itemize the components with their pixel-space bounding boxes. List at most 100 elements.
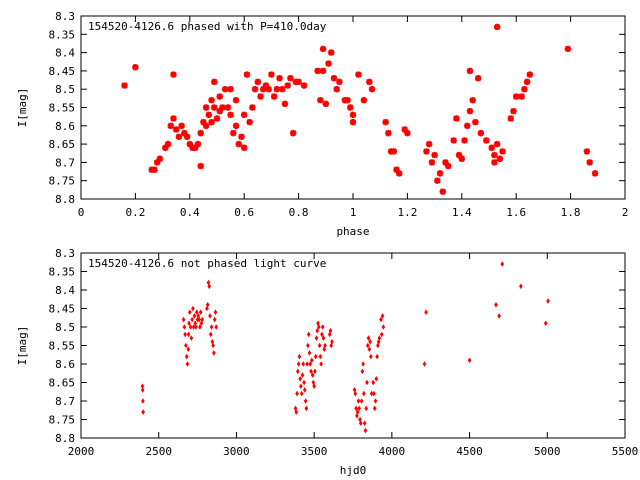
- phased-data-point: [477, 129, 485, 137]
- light-curve-data-point: [190, 316, 194, 323]
- phased-data-point: [491, 151, 498, 159]
- light-curve-x-tick-label: 5500: [612, 445, 639, 458]
- light-curve-data-point: [361, 361, 365, 367]
- phased-data-point: [390, 148, 397, 155]
- phased-data-point: [336, 78, 343, 86]
- phased-chart: 8.3 8.35 8.4 8.45 8.5 8.55 8.6 8.65 8.7 8.75 8.8 0…: [16, 10, 628, 238]
- phased-data-point: [564, 45, 572, 53]
- light-curve-data-point: [358, 420, 363, 426]
- light-curve-data-point: [318, 353, 323, 360]
- phased-data-point: [121, 82, 128, 89]
- light-curve-data-point: [356, 398, 361, 404]
- phased-data-point: [254, 78, 261, 86]
- phased-data-point: [202, 122, 210, 129]
- light-curve-data-point: [365, 379, 369, 386]
- light-curve-data-point: [302, 379, 306, 386]
- phased-data-point: [469, 96, 476, 104]
- phased-y-tick-label: 8.45: [49, 65, 76, 78]
- phased-data-point: [510, 107, 517, 115]
- light-curve-data-point: [497, 313, 501, 319]
- phased-data-point: [241, 111, 248, 119]
- light-curve-x-axis: 2000 2500 3000 3500 4000 4500 5000 5500: [68, 253, 639, 458]
- light-curve-data-point: [319, 361, 323, 367]
- light-curve-data-point: [185, 361, 190, 367]
- light-curve-data-point: [294, 409, 299, 415]
- phased-data-point: [319, 67, 327, 75]
- phased-data-point: [151, 166, 158, 173]
- light-curve-data-point: [362, 420, 367, 426]
- phased-data-point: [453, 115, 460, 122]
- phased-data-point: [368, 86, 376, 93]
- phased-data-point: [202, 104, 210, 111]
- phased-data-point: [314, 67, 321, 75]
- phased-data-point: [464, 122, 471, 129]
- light-curve-y-tick-label: 8.8: [55, 432, 75, 445]
- phased-x-axis: 0 0.2 0.4 0.6 0.8 1 1.2 1.4 1.6 1.8 2: [78, 16, 628, 219]
- light-curve-x-tick-label: 5000: [534, 445, 561, 458]
- light-curve-data-point: [194, 324, 198, 330]
- light-curve-data-point: [293, 405, 298, 412]
- light-curve-data-point: [327, 331, 332, 338]
- light-curve-data-point: [379, 331, 384, 338]
- light-curve-y-tick-label: 8.5: [55, 321, 75, 334]
- light-curve-data-point: [372, 405, 377, 412]
- phased-data-point: [360, 96, 368, 104]
- phased-data-point: [197, 162, 204, 170]
- phased-x-tick-label: 1.6: [506, 206, 526, 219]
- light-curve-y-tick-label: 8.7: [55, 395, 75, 408]
- light-curve-data-point: [369, 353, 373, 360]
- phased-data-point: [513, 93, 520, 100]
- phased-y-tick-label: 8.65: [49, 138, 76, 151]
- phased-data-point: [284, 82, 291, 89]
- light-curve-data-point: [198, 324, 202, 330]
- phased-data-point: [192, 144, 199, 151]
- phased-x-tick-label: 0.8: [289, 206, 309, 219]
- light-curve-data-point: [373, 398, 378, 404]
- phased-x-tick-label: 0: [78, 206, 85, 219]
- light-curve-data-point: [191, 305, 195, 312]
- light-curve-data-point: [189, 335, 194, 341]
- phased-data-point: [295, 78, 302, 86]
- phased-data-point: [208, 118, 215, 126]
- light-curve-y-tick-label: 8.75: [49, 414, 76, 427]
- light-curve-data-point: [494, 302, 498, 308]
- light-curve-data-point: [298, 376, 302, 382]
- light-curve-data-point: [381, 324, 386, 330]
- phased-data-point: [496, 155, 504, 162]
- light-curve-data-point: [187, 320, 191, 327]
- light-curve-data-point: [212, 316, 217, 323]
- light-curve-data-point: [317, 342, 322, 349]
- phased-data-point: [491, 159, 498, 166]
- phased-y-tick-label: 8.3: [55, 10, 75, 23]
- phased-data-point: [246, 118, 253, 126]
- phased-data-point: [583, 148, 591, 155]
- phased-data-point: [227, 86, 234, 93]
- phased-data-point: [281, 100, 289, 108]
- phased-data-point: [401, 126, 408, 133]
- light-curve-data-point: [299, 390, 304, 397]
- phased-x-tick-label: 1.8: [561, 206, 581, 219]
- phased-data-point: [262, 82, 270, 89]
- light-curve-y-tick-label: 8.4: [55, 284, 75, 297]
- light-curve-data-point: [359, 398, 364, 404]
- phased-data-point: [349, 118, 357, 126]
- phased-x-tick-label: 0.6: [234, 206, 254, 219]
- phased-x-axis-label: phase: [336, 225, 369, 238]
- phased-data-point: [287, 75, 294, 82]
- light-curve-data-point: [313, 353, 318, 360]
- light-curve-data-point: [312, 383, 316, 389]
- phased-data-point: [219, 104, 226, 111]
- phased-data-point: [205, 111, 213, 119]
- light-curve-y-tick-label: 8.65: [49, 377, 76, 390]
- light-curve-data-point: [296, 368, 300, 375]
- phased-data-point: [268, 71, 275, 78]
- phased-chart-title: 154520-4126.6 phased with P=410.0day: [88, 20, 327, 33]
- phased-y-tick-label: 8.55: [49, 102, 76, 115]
- light-curve-y-tick-label: 8.6: [55, 358, 75, 371]
- light-curve-data-point: [364, 405, 369, 412]
- phased-data-point: [156, 155, 164, 162]
- phased-x-tick-label: 1.4: [452, 206, 472, 219]
- light-curve-data-point: [199, 320, 204, 327]
- light-curve-data-point: [186, 331, 191, 338]
